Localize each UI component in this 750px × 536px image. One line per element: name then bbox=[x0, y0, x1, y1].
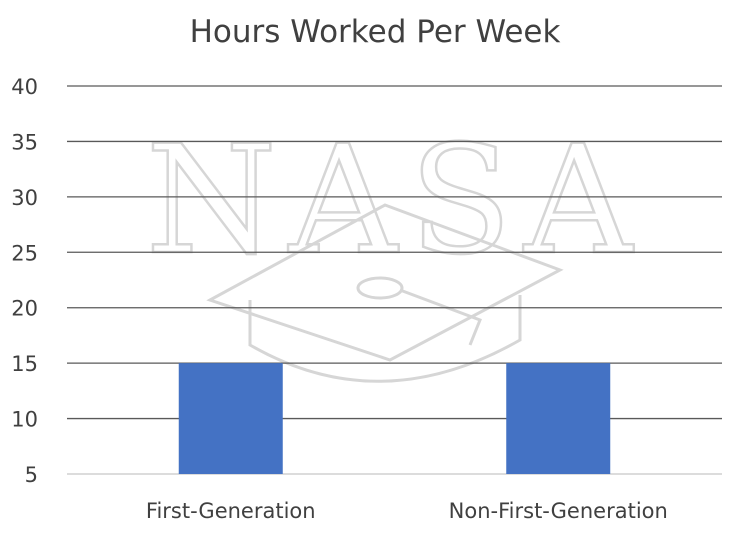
bar bbox=[178, 363, 283, 474]
y-tick-label: 40 bbox=[11, 75, 38, 99]
bar bbox=[506, 363, 611, 474]
y-tick-label: 20 bbox=[11, 297, 38, 321]
y-tick-label: 10 bbox=[11, 408, 38, 432]
y-tick-label: 30 bbox=[11, 186, 38, 210]
y-tick-label: 15 bbox=[11, 352, 38, 376]
x-axis-labels: First-Generation Non-First-Generation bbox=[146, 499, 668, 523]
x-category-label: First-Generation bbox=[146, 499, 316, 523]
x-category-label: Non-First-Generation bbox=[449, 499, 668, 523]
y-axis-labels: 5 10 15 20 25 30 35 40 bbox=[11, 75, 38, 487]
svg-text:NASA: NASA bbox=[146, 114, 645, 288]
gridlines bbox=[67, 85, 722, 475]
watermark-logo: NASA bbox=[144, 113, 645, 383]
y-tick-label: 35 bbox=[11, 130, 38, 154]
chart-title: Hours Worked Per Week bbox=[189, 14, 561, 50]
y-tick-label: 5 bbox=[25, 463, 38, 487]
bars bbox=[178, 363, 611, 474]
y-tick-label: 25 bbox=[11, 241, 38, 265]
